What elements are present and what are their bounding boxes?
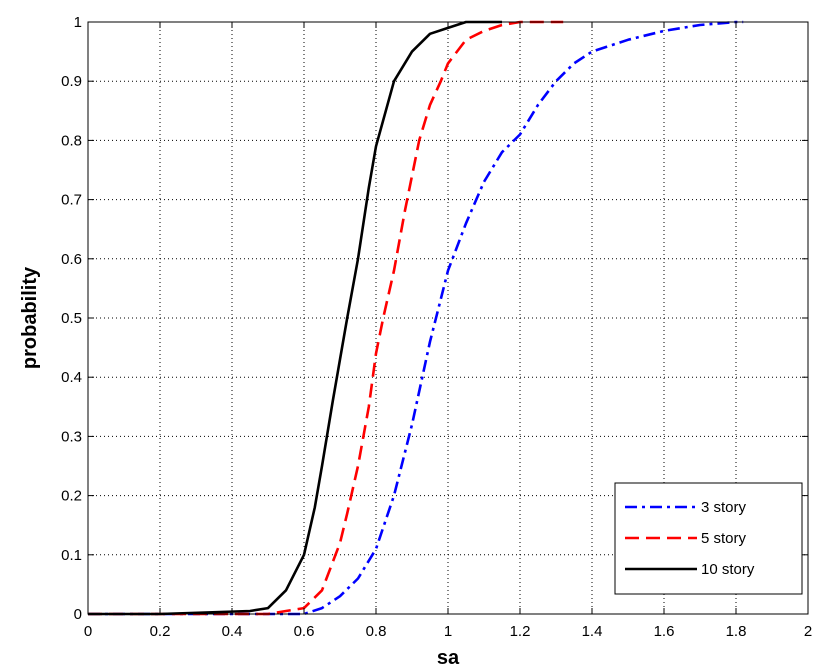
y-tick-label: 0.3 (61, 428, 82, 445)
x-tick-label: 2 (804, 623, 812, 640)
legend-label: 5 story (701, 530, 747, 547)
y-tick-label: 0.4 (61, 369, 82, 386)
y-tick-label: 1 (74, 14, 82, 31)
series-lines (88, 20, 744, 616)
y-tick-label: 0.5 (61, 310, 82, 327)
series-line-2 (88, 20, 564, 616)
grid (88, 22, 808, 614)
x-tick-label: 0.2 (150, 623, 171, 640)
legend: 3 story 5 story 10 story (614, 482, 803, 595)
y-tick-label: 0.9 (61, 73, 82, 90)
legend-label: 10 story (701, 561, 755, 578)
x-tick-label: 0.8 (366, 623, 387, 640)
y-tick-label: 0.2 (61, 488, 82, 505)
y-tick-label: 0.1 (61, 547, 82, 564)
legend-label: 3 story (701, 499, 747, 516)
x-tick-label: 0.4 (222, 623, 243, 640)
x-tick-label: 1.8 (726, 623, 747, 640)
x-tick-label: 1.2 (510, 623, 531, 640)
y-axis-label: probability (19, 266, 41, 369)
series-line-3 (88, 20, 502, 616)
x-tick-label: 0.6 (294, 623, 315, 640)
y-tick-label: 0.6 (61, 251, 82, 268)
series-line-1 (88, 20, 744, 616)
x-tick-label: 1.4 (582, 623, 603, 640)
y-tick-label: 0.7 (61, 192, 82, 209)
x-tick-label: 0 (84, 623, 92, 640)
x-tick-label: 1.6 (654, 623, 675, 640)
x-axis-label: sa (437, 647, 460, 669)
x-tick-label: 1 (444, 623, 452, 640)
y-tick-label: 0 (74, 606, 82, 623)
y-tick-label: 0.8 (61, 132, 82, 149)
axis-ticks: 0 0.2 0.4 0.6 0.8 1 1.2 1.4 1.6 1.8 2 0 0.1 0.2 0.3 0.4… (61, 14, 812, 640)
